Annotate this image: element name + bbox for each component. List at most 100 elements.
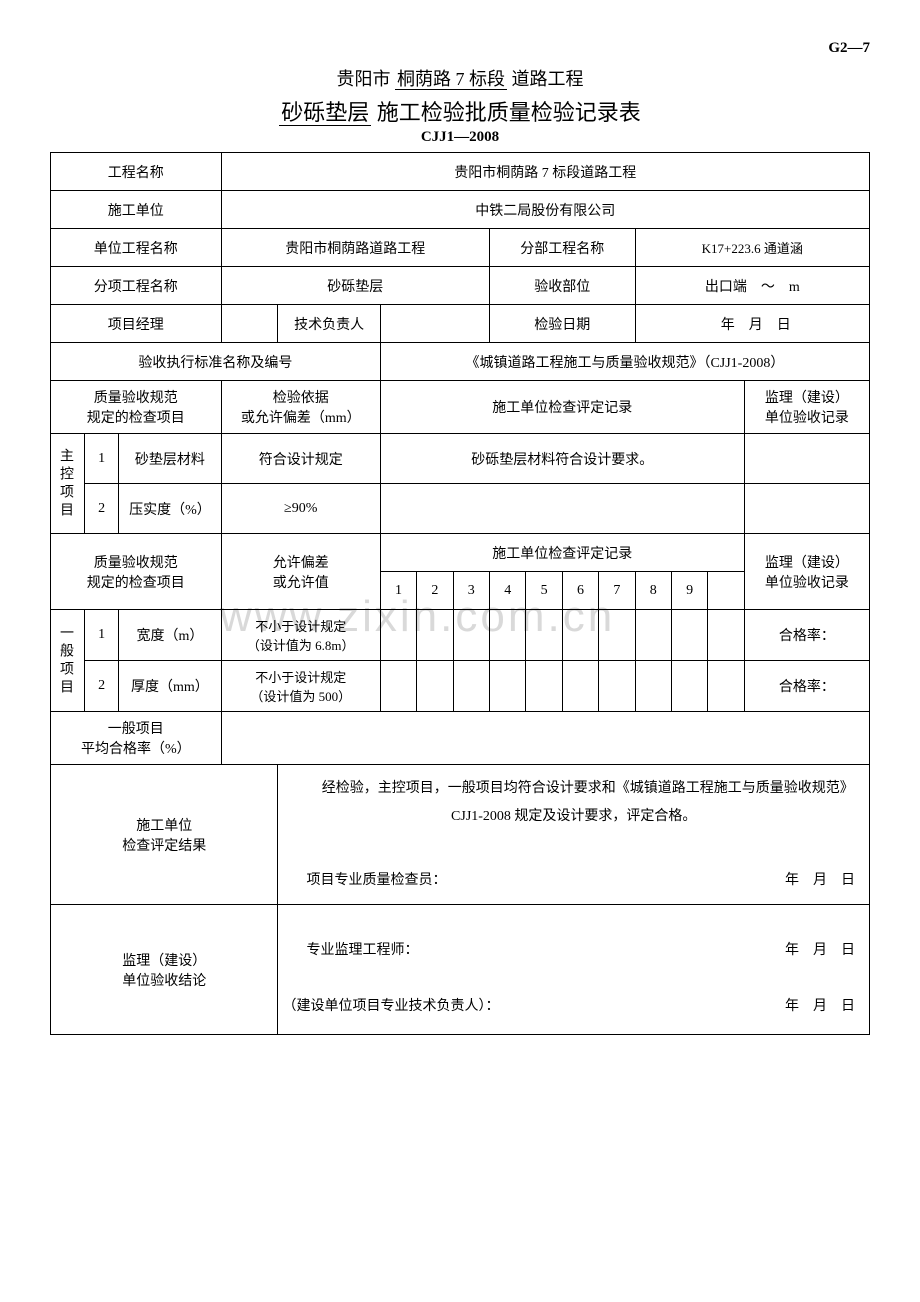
acc-sep: ～ — [761, 280, 775, 295]
main1-sup — [744, 434, 869, 484]
gn8: 8 — [635, 572, 671, 610]
main2-basis: ≥90% — [221, 484, 380, 534]
construction-result-label: 施工单位 检查评定结果 — [51, 765, 278, 905]
gn5: 5 — [526, 572, 562, 610]
engineer-label: 专业监理工程师： — [282, 937, 418, 965]
gen-sup-record: 监理（建设） 单位验收记录 — [744, 534, 869, 610]
main1-name: 砂垫层材料 — [119, 434, 221, 484]
g2c4 — [490, 661, 526, 712]
g2c3 — [453, 661, 489, 712]
tech-lead-value — [380, 305, 489, 343]
day: 日 — [777, 318, 791, 333]
main2-record — [380, 484, 744, 534]
avg-rate-value — [221, 712, 869, 765]
g1c3 — [453, 610, 489, 661]
main2-sup — [744, 484, 869, 534]
g1c5 — [526, 610, 562, 661]
main2-no: 2 — [85, 484, 119, 534]
g1c8 — [635, 610, 671, 661]
acceptance-part-label: 验收部位 — [490, 267, 636, 305]
row-gen1: 一般项目 1 宽度（m） 不小于设计规定 （设计值为 6.8m） 合格率： — [51, 610, 870, 661]
title-underline1: 桐荫路 7 标段 — [395, 69, 507, 90]
construction-unit-value: 中铁二局股份有限公司 — [221, 191, 869, 229]
inspector-label: 项目专业质量检查员： — [282, 867, 446, 895]
gen2-rate: 合格率： — [744, 661, 869, 712]
acceptance-part-value: 出口端 ～ m — [635, 267, 869, 305]
page-code: G2—7 — [50, 40, 870, 57]
title-line1: 贵阳市 桐荫路 7 标段 道路工程 — [50, 65, 870, 91]
unit-project-label: 单位工程名称 — [51, 229, 222, 267]
gen-spec: 质量验收规范 规定的检查项目 — [51, 534, 222, 610]
gen1-no: 1 — [85, 610, 119, 661]
pm-value — [221, 305, 278, 343]
title-block: 贵阳市 桐荫路 7 标段 道路工程 砂砾垫层 施工检验批质量检验记录表 CJJ1… — [50, 65, 870, 146]
main2-name: 压实度（%） — [119, 484, 221, 534]
inspect-date-label: 检验日期 — [490, 305, 636, 343]
g1c4 — [490, 610, 526, 661]
g1c1 — [380, 610, 416, 661]
g2c5 — [526, 661, 562, 712]
unit-project-value: 贵阳市桐荫路道路工程 — [221, 229, 489, 267]
tech-lead-label: 技术负责人 — [278, 305, 380, 343]
g2c7 — [599, 661, 635, 712]
title-code: CJJ1—2008 — [50, 129, 870, 146]
row-std: 验收执行标准名称及编号 《城镇道路工程施工与质量验收规范》（CJJ1-2008） — [51, 343, 870, 381]
supervisor-date2: 年 月 日 — [785, 993, 865, 1021]
col-sup-record: 监理（建设） 单位验收记录 — [744, 381, 869, 434]
supervisor-date1: 年 月 日 — [785, 937, 865, 965]
g1c10 — [708, 610, 744, 661]
g2c1 — [380, 661, 416, 712]
construction-date: 年 月 日 — [785, 867, 865, 895]
col-basis: 检验依据 或允许偏差（mm） — [221, 381, 380, 434]
g2c8 — [635, 661, 671, 712]
title-suffix1: 道路工程 — [512, 69, 584, 89]
g2c2 — [417, 661, 453, 712]
gn2: 2 — [417, 572, 453, 610]
row-main2: 2 压实度（%） ≥90% — [51, 484, 870, 534]
title-underline2: 砂砾垫层 — [279, 100, 371, 126]
gn4: 4 — [490, 572, 526, 610]
main1-record: 砂砾垫层材料符合设计要求。 — [380, 434, 744, 484]
inspect-date-value: 年 月 日 — [635, 305, 869, 343]
row-general-header: 质量验收规范 规定的检查项目 允许偏差 或允许值 施工单位检查评定记录 监理（建… — [51, 534, 870, 572]
avg-rate-label: 一般项目 平均合格率（%） — [51, 712, 222, 765]
gen2-name: 厚度（mm） — [119, 661, 221, 712]
main1-basis: 符合设计规定 — [221, 434, 380, 484]
g1c9 — [671, 610, 707, 661]
year: 年 — [721, 318, 735, 333]
gn-blank — [708, 572, 744, 610]
row-col-header1: 质量验收规范 规定的检查项目 检验依据 或允许偏差（mm） 施工单位检查评定记录… — [51, 381, 870, 434]
title-line2: 砂砾垫层 施工检验批质量检验记录表 — [50, 95, 870, 127]
row-avg-rate: 一般项目 平均合格率（%） — [51, 712, 870, 765]
project-name-value: 贵阳市桐荫路 7 标段道路工程 — [221, 153, 869, 191]
owner-label: （建设单位项目专业技术负责人）： — [282, 993, 499, 1021]
construction-result-text: 经检验，主控项目，一般项目均符合设计要求和《城镇道路工程施工与质量验收规范》CJ… — [282, 775, 865, 831]
gen2-no: 2 — [85, 661, 119, 712]
g1c2 — [417, 610, 453, 661]
col-spec: 质量验收规范 规定的检查项目 — [51, 381, 222, 434]
gn1: 1 — [380, 572, 416, 610]
title-prefix: 贵阳市 — [337, 69, 391, 89]
row-main1: 主控项目 1 砂垫层材料 符合设计规定 砂砾垫层材料符合设计要求。 — [51, 434, 870, 484]
g1c6 — [562, 610, 598, 661]
title-suffix2: 施工检验批质量检验记录表 — [377, 100, 641, 125]
division-value: K17+223.6 通道涵 — [635, 229, 869, 267]
g2c6 — [562, 661, 598, 712]
std-label: 验收执行标准名称及编号 — [51, 343, 381, 381]
gn3: 3 — [453, 572, 489, 610]
row-pm: 项目经理 技术负责人 检验日期 年 月 日 — [51, 305, 870, 343]
supervisor-result-label: 监理（建设） 单位验收结论 — [51, 905, 278, 1035]
gen1-basis: 不小于设计规定 （设计值为 6.8m） — [221, 610, 380, 661]
pm-label: 项目经理 — [51, 305, 222, 343]
main-table: 工程名称 贵阳市桐荫路 7 标段道路工程 施工单位 中铁二局股份有限公司 单位工… — [50, 152, 870, 1035]
row-subdivision: 分项工程名称 砂砾垫层 验收部位 出口端 ～ m — [51, 267, 870, 305]
construction-unit-label: 施工单位 — [51, 191, 222, 229]
acc-prefix: 出口端 — [705, 280, 747, 295]
row-construction-unit: 施工单位 中铁二局股份有限公司 — [51, 191, 870, 229]
gn9: 9 — [671, 572, 707, 610]
subdivision-label: 分项工程名称 — [51, 267, 222, 305]
gen1-name: 宽度（m） — [119, 610, 221, 661]
row-supervisor-result: 监理（建设） 单位验收结论 专业监理工程师： 年 月 日 （建设单位项目专业技术… — [51, 905, 870, 1035]
month: 月 — [749, 318, 763, 333]
row-project-name: 工程名称 贵阳市桐荫路 7 标段道路工程 — [51, 153, 870, 191]
